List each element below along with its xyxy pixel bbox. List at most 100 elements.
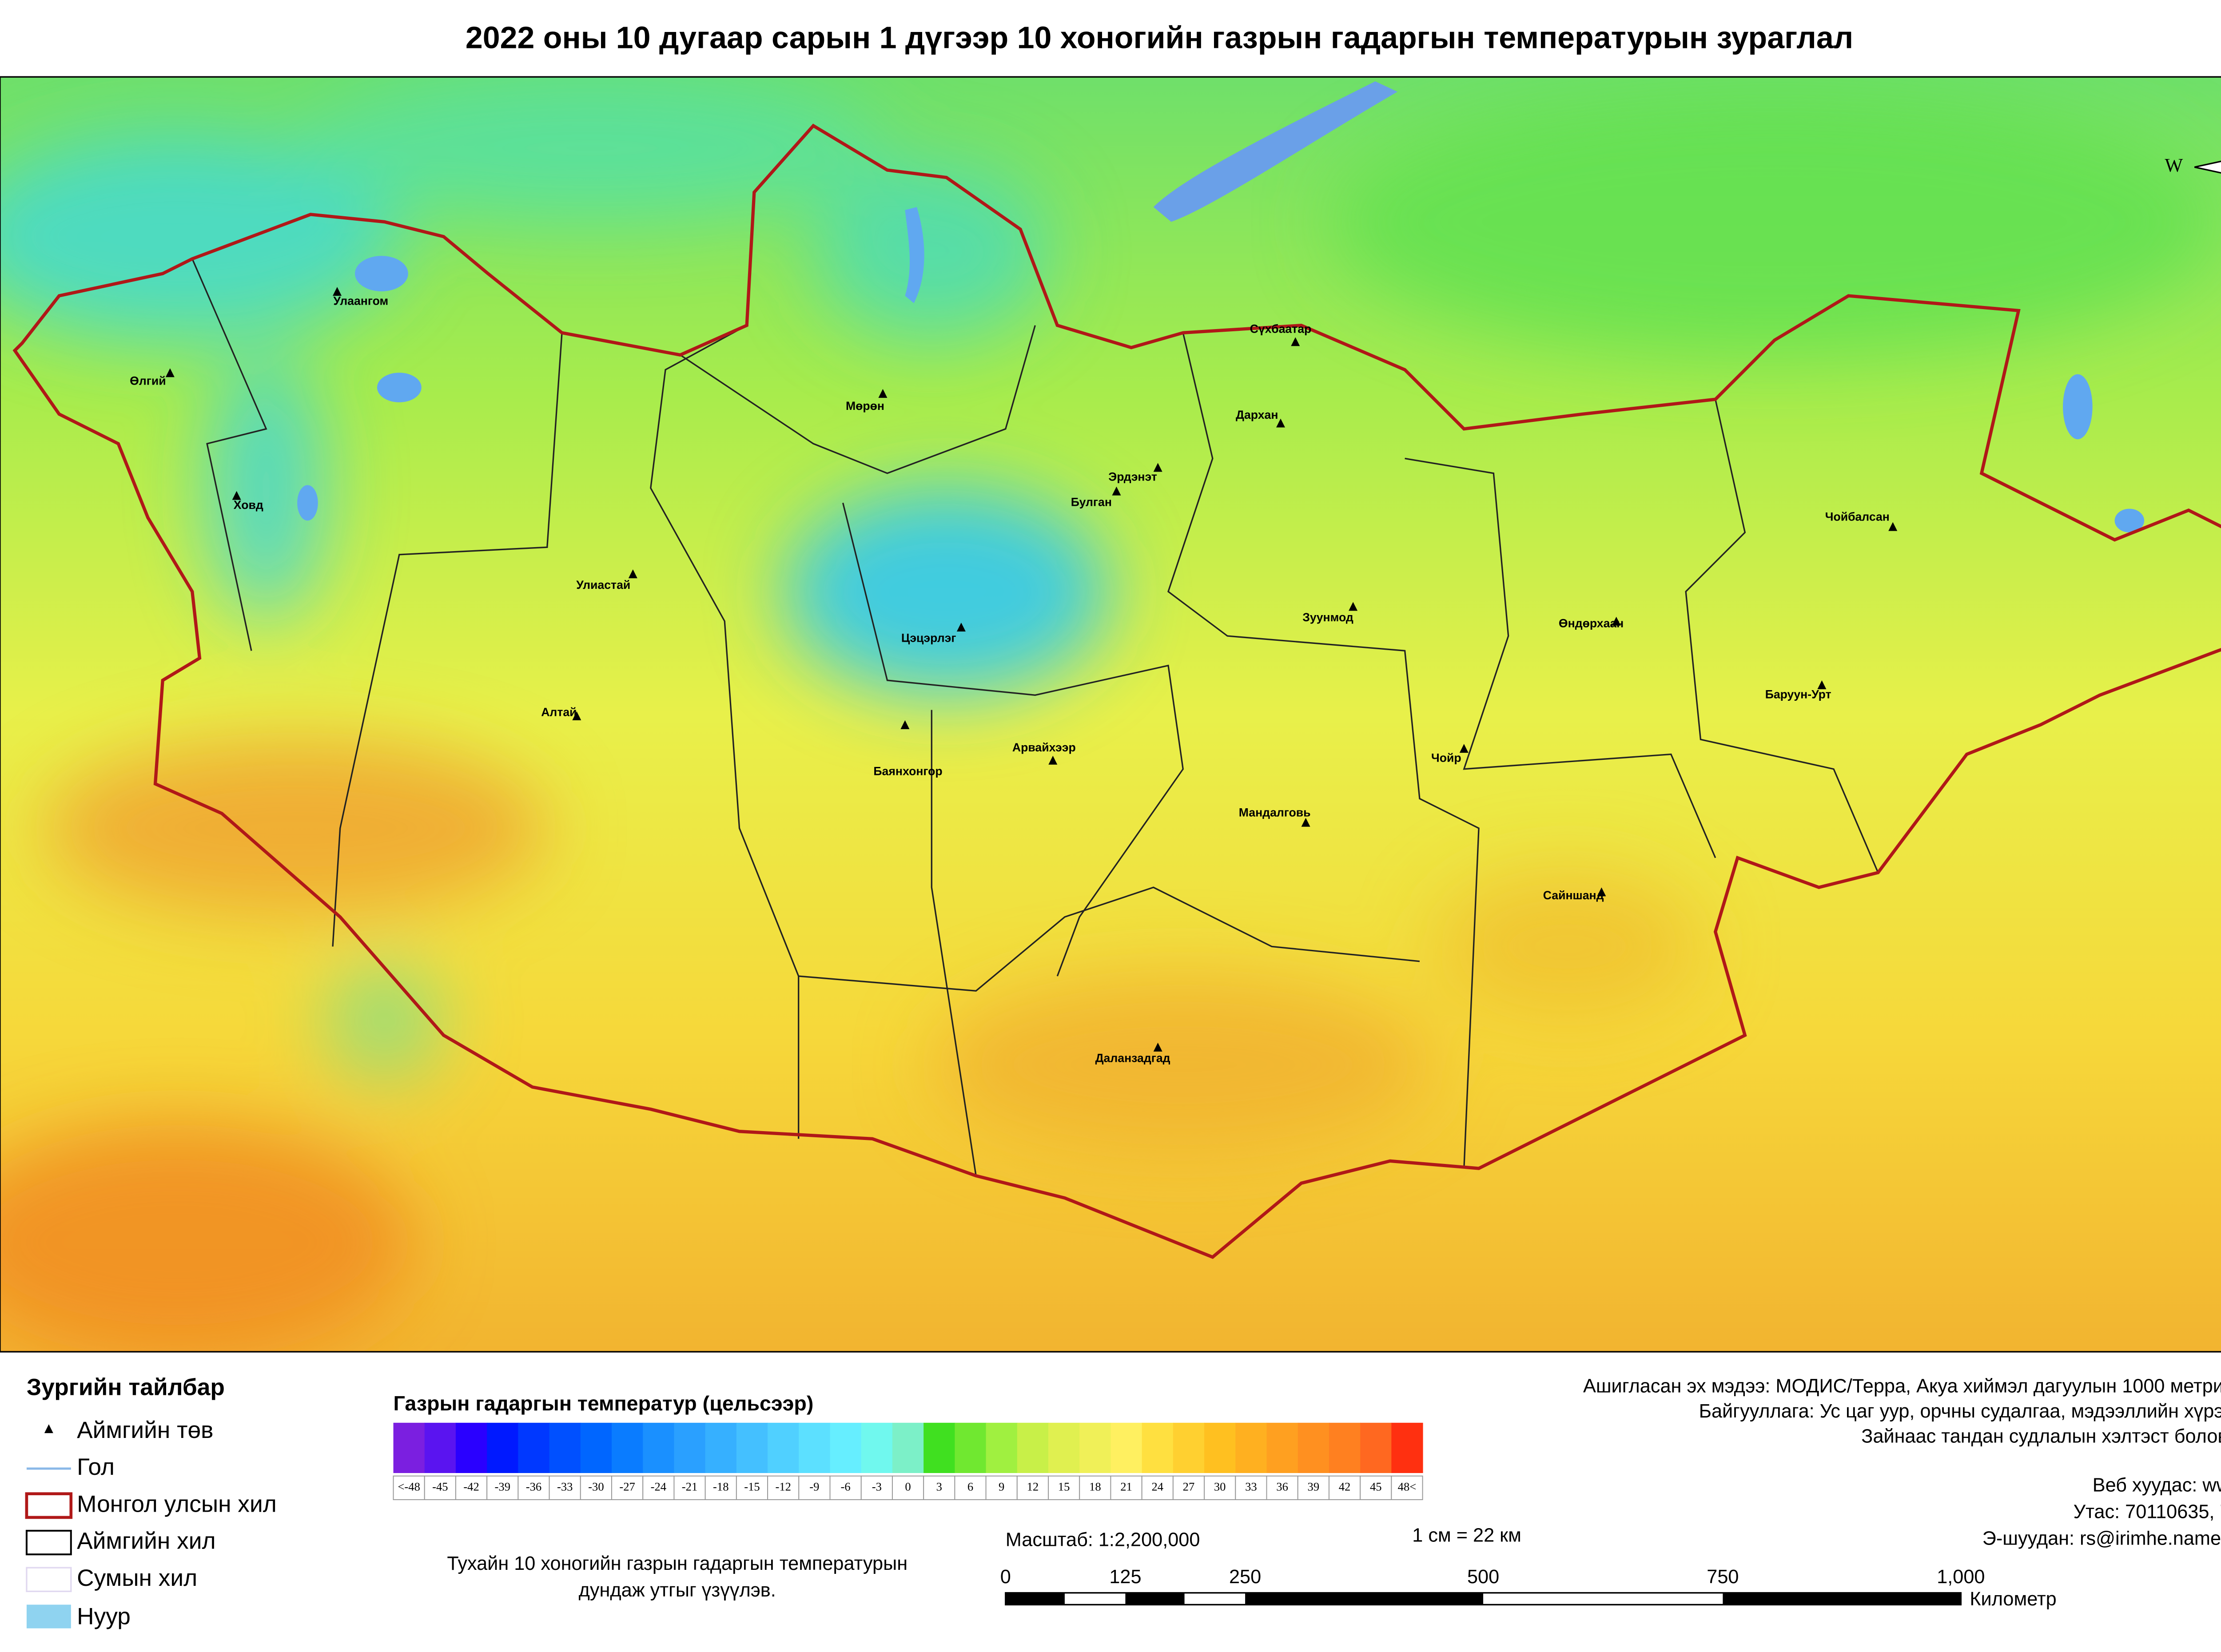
city-label: Баянхонгор	[873, 764, 942, 778]
colorbar-label: -18	[713, 1480, 728, 1493]
colorbar: <-48 -45 -42 -39 -36 -33 -30 -27 -24 -21 -18 -15 -12…	[393, 1422, 1423, 1500]
colorbar-label-box	[705, 1475, 737, 1500]
colorbar-title: Газрын гадаргын температур (цельсээр)	[394, 1392, 814, 1415]
colorbar-label: 9	[999, 1480, 1004, 1493]
city-marker	[956, 623, 966, 632]
colorbar-label: <-48	[398, 1480, 420, 1493]
lake-uvs	[354, 256, 408, 292]
city-label: Улаангом	[333, 294, 388, 307]
colorbar-cell	[736, 1422, 768, 1473]
legend-item: Аймгийн төв	[77, 1417, 213, 1443]
contact-line: Веб хуудас: www.icc.mn	[2093, 1474, 2221, 1496]
colorbar-label: -45	[432, 1480, 448, 1493]
colorbar-label-box	[1297, 1475, 1329, 1500]
legend-symbol	[25, 1529, 72, 1556]
colorbar-label-box	[923, 1475, 955, 1500]
city-marker	[1612, 616, 1621, 626]
lake	[2063, 374, 2093, 440]
colorbar-label-box	[860, 1475, 893, 1500]
city-marker	[1048, 755, 1058, 765]
city-label: Баруун-Урт	[1765, 687, 1831, 701]
lake-baikal	[1153, 81, 1397, 222]
contact-line: Утас: 70110635, 70110638	[2074, 1501, 2221, 1522]
colorbar-label-box	[892, 1475, 924, 1500]
colorbar-label: -39	[495, 1480, 510, 1493]
city-label: Дархан	[1236, 408, 1278, 421]
raster: Улаангом Өлгий Ховд Мөрөн Улиастай Алтай Цэцэр…	[0, 77, 2221, 1352]
legend-symbol	[26, 1604, 71, 1628]
colorbar-cell	[1298, 1422, 1329, 1473]
aimag-border	[1685, 399, 1879, 873]
colorbar-cell	[455, 1422, 488, 1473]
colorbar-cell	[1204, 1422, 1236, 1473]
legend-title: Зургийн тайлбар	[27, 1374, 225, 1400]
colorbar-label: 0	[905, 1480, 911, 1493]
colorbar-label-box	[1079, 1475, 1111, 1500]
city-label: Зуунмод	[1302, 611, 1353, 624]
city-marker	[1349, 602, 1358, 611]
legend-symbol	[25, 1492, 73, 1519]
city-marker	[628, 569, 637, 579]
colorbar-label: -33	[557, 1480, 573, 1493]
scale-tick: 750	[1707, 1566, 1739, 1588]
city-marker	[1291, 337, 1300, 346]
colorbar-label-box	[673, 1475, 706, 1500]
colorbar-label: -12	[775, 1480, 791, 1493]
colorbar-cell	[643, 1422, 675, 1473]
city-marker	[900, 720, 910, 729]
city-label: Мандалговь	[1239, 806, 1311, 819]
colorbar-cell	[549, 1422, 581, 1473]
scale-unit: Километр	[1970, 1588, 2056, 1610]
lake	[2114, 508, 2145, 532]
city-marker	[1817, 680, 1827, 689]
colorbar-label-box	[1235, 1475, 1267, 1500]
credits: Ашигласан эх мэдээ: МОДИС/Терра, Акуа хи…	[1583, 1375, 2221, 1549]
scale-ratio: 1 см = 22 км	[1412, 1525, 1521, 1546]
colorbar-label: -6	[841, 1480, 851, 1493]
colorbar-label: 33	[1245, 1480, 1257, 1493]
city-marker	[232, 491, 241, 500]
colorbar-label-box	[829, 1475, 862, 1500]
note: дундаж утгыг үзүүлэв.	[579, 1580, 776, 1601]
city-marker	[1888, 522, 1898, 531]
aimag-centers: Улаангом Өлгий Ховд Мөрөн Улиастай Алтай Цэцэр…	[130, 287, 1898, 1065]
colorbar-cell	[705, 1422, 737, 1473]
colorbar-cell	[892, 1422, 924, 1473]
colorbar-cell	[1173, 1422, 1205, 1473]
colorbar-cell	[986, 1422, 1018, 1473]
colorbar-label: 3	[936, 1480, 942, 1493]
city-label: Чойр	[1431, 751, 1461, 764]
national-border	[12, 123, 2221, 1259]
legend-item: Монгол улсын хил	[77, 1491, 277, 1517]
compass: N E S W	[2165, 155, 2221, 176]
legend: Зургийн тайлбар Аймгийн төв Гол Монгол у…	[25, 1374, 277, 1629]
colorbar-label-box	[1110, 1475, 1142, 1500]
colorbar-label: -42	[463, 1480, 479, 1493]
colorbar-cell	[1142, 1422, 1174, 1473]
colorbar-label-box	[580, 1475, 613, 1500]
colorbar-cell	[518, 1422, 550, 1473]
colorbar-label-box	[1172, 1475, 1205, 1500]
colorbar-cell	[1079, 1422, 1111, 1473]
colorbar-label: -27	[619, 1480, 635, 1493]
legend-item: Нуур	[77, 1603, 131, 1629]
legend-item: Сумын хил	[77, 1565, 197, 1591]
legend-item: Аймгийн хил	[77, 1528, 215, 1554]
temperature-patches	[0, 77, 2218, 1352]
colorbar-label-box	[798, 1475, 831, 1500]
map-frame	[0, 76, 2221, 1353]
city-marker	[1112, 486, 1121, 496]
source-line: Зайнаас тандан судлалын хэлтэст боловсру…	[1861, 1426, 2221, 1447]
aimag-border	[191, 258, 267, 651]
colorbar-label: -21	[682, 1480, 697, 1493]
colorbar-cell	[487, 1422, 519, 1473]
city-label: Өлгий	[130, 374, 166, 387]
aimag-border	[332, 333, 563, 947]
colorbar-label-box	[1266, 1475, 1298, 1500]
colorbar-label: 45	[1370, 1480, 1382, 1493]
city-marker	[1597, 887, 1606, 897]
scale-tick: 0	[1000, 1566, 1011, 1588]
colorbar-label-box	[393, 1475, 425, 1500]
colorbar-cell	[674, 1422, 706, 1473]
